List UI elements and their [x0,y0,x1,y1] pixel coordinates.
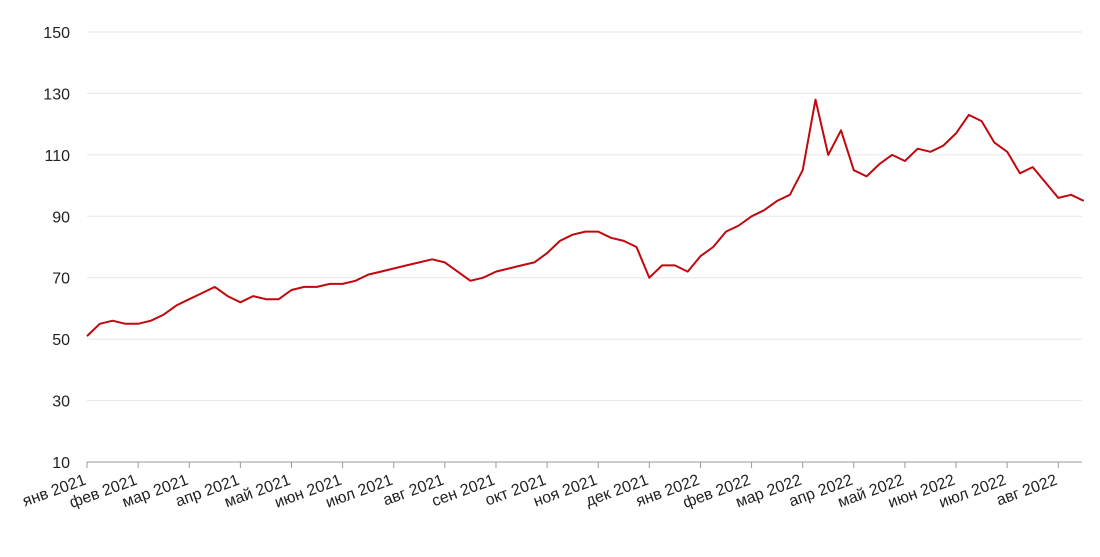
y-tick-label: 50 [52,332,70,349]
y-tick-label: 30 [52,394,70,411]
y-tick-label: 110 [44,148,70,165]
line [86,98,1085,337]
y-tick-label: 10 [52,455,70,472]
y-tick-label: 130 [43,86,70,103]
y-tick-label: 70 [52,271,70,288]
y-tick-label: 90 [52,209,70,226]
y-tick-label: 150 [43,25,70,42]
